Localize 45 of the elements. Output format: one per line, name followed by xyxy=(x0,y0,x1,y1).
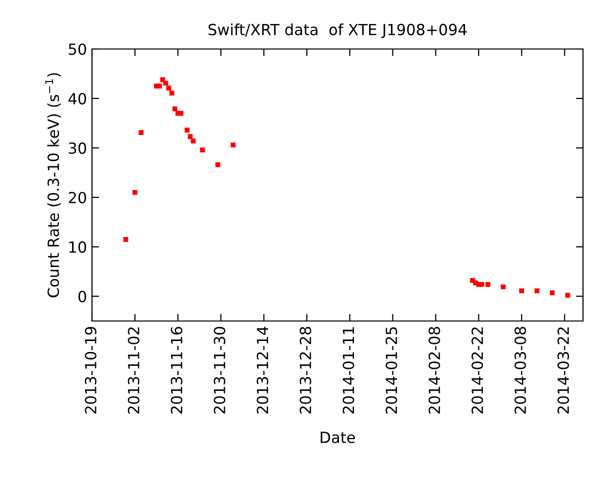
y-tick-label: 40 xyxy=(68,92,86,104)
point xyxy=(157,84,162,89)
point xyxy=(169,90,174,96)
x-tick-label: 2014-03-22 xyxy=(557,327,570,414)
point xyxy=(215,162,220,168)
x-tick-label: 2014-01-25 xyxy=(386,327,398,414)
x-tick-label: 2014-01-11 xyxy=(342,327,354,414)
point xyxy=(160,77,166,82)
point xyxy=(178,110,184,116)
point xyxy=(550,290,555,296)
point xyxy=(479,282,484,287)
x-tick-label: 2014-03-08 xyxy=(514,326,526,414)
point xyxy=(500,284,506,290)
x-tick-label: 2013-12-28 xyxy=(300,326,312,414)
x-tick-label: 2013-10-19 xyxy=(84,326,96,414)
point xyxy=(190,138,196,144)
x-tick-label: 2014-02-08 xyxy=(428,326,440,414)
x-axis-title: Date xyxy=(320,432,355,444)
y-tick-label: 10 xyxy=(69,241,86,253)
point xyxy=(184,128,190,133)
chart-title: Swift/XRT data of XTE J1908+094 xyxy=(208,24,467,38)
x-tick-label: 2013-12-14 xyxy=(256,326,268,414)
point xyxy=(485,282,490,287)
point xyxy=(565,292,570,298)
point xyxy=(188,134,193,139)
y-tick-label: 0 xyxy=(78,290,86,302)
x-tick-label: 2014-02-22 xyxy=(472,327,484,414)
y-tick-label: 50 xyxy=(68,43,86,56)
point xyxy=(163,80,168,86)
y-tick-label: 30 xyxy=(68,142,86,154)
point xyxy=(166,86,172,90)
point xyxy=(172,106,178,112)
y-tick-label: 20 xyxy=(68,192,86,204)
x-tick-label: 2013-11-16 xyxy=(170,326,182,414)
point xyxy=(534,288,540,294)
point xyxy=(519,288,524,294)
point xyxy=(132,190,138,195)
point xyxy=(200,147,205,152)
point xyxy=(230,142,236,148)
point xyxy=(470,278,475,283)
point xyxy=(138,130,144,136)
y-axis-title: Count Rate (0.3-10 keV) (s$^{−1}$) xyxy=(45,73,61,298)
x-tick-label: 2013-11-02 xyxy=(128,327,140,414)
point xyxy=(123,236,128,242)
x-tick-label: 2013-11-30 xyxy=(214,326,226,414)
